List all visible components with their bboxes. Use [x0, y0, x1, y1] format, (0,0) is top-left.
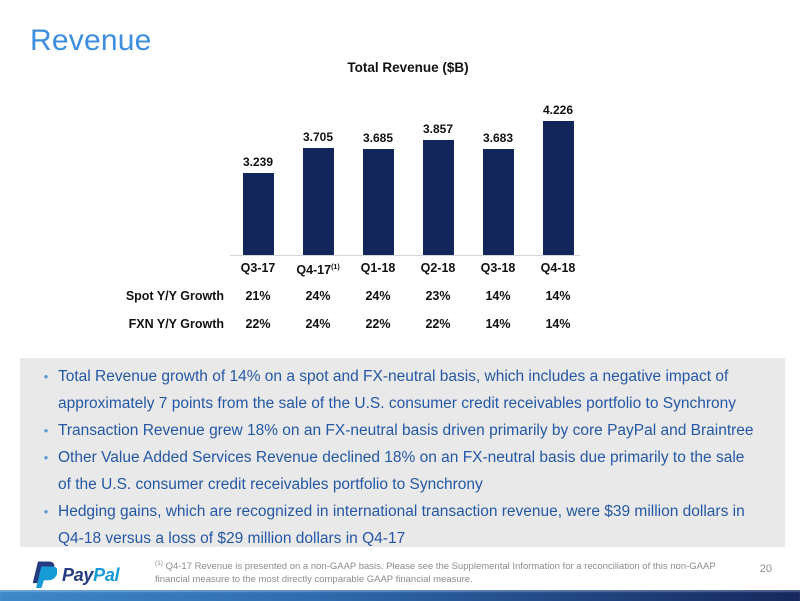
chart-axis-line [230, 255, 580, 256]
bullet-text: Total Revenue growth of 14% on a spot an… [58, 368, 737, 412]
revenue-bar [302, 148, 334, 255]
bullet-text: Transaction Revenue grew 18% on an FX-ne… [58, 422, 754, 439]
footnote-text: Q4-17 Revenue is presented on a non-GAAP… [155, 561, 716, 586]
brand-word-pay: Pay [62, 564, 94, 585]
bar-value-label: 3.685 [362, 131, 394, 145]
bar-value-label: 3.857 [422, 122, 454, 136]
bar-value-label: 4.226 [542, 103, 574, 117]
row-cell: 24% [305, 317, 331, 331]
row-cell: 23% [425, 289, 451, 303]
bar-value-label: 3.705 [302, 130, 334, 144]
revenue-bar [242, 173, 274, 255]
row-cell: 14% [485, 289, 511, 303]
chart-title: Total Revenue ($B) [347, 60, 469, 75]
bullet-dot-icon: • [43, 423, 49, 438]
bar-column: 4.226 [528, 95, 588, 255]
bullet-item: • Total Revenue growth of 14% on a spot a… [34, 363, 757, 417]
row-cell: 24% [365, 289, 391, 303]
revenue-bar [362, 149, 394, 255]
bar-column: 3.683 [468, 95, 528, 255]
fxn-growth-row: FXN Y/Y Growth 22% 24% 22% 22% 14% 14% [15, 315, 588, 333]
highlights-panel: • Total Revenue growth of 14% on a spot a… [20, 358, 785, 547]
bar-column: 3.857 [408, 95, 468, 255]
page-number: 20 [759, 563, 772, 575]
bar-column: 3.685 [348, 95, 408, 255]
bullet-dot-icon: • [43, 450, 49, 465]
bullet-text: Hedging gains, which are recognized in i… [58, 503, 745, 547]
footnote: (1) Q4-17 Revenue is presented on a non-… [155, 557, 745, 586]
bullet-dot-icon: • [43, 504, 49, 519]
row-cell: 14% [545, 289, 571, 303]
brand-word-pal: Pal [93, 564, 120, 585]
footer-accent-bar [0, 590, 800, 601]
bar-chart-columns: 3.239 3.705 3.685 3.857 3.683 4.226 [228, 95, 588, 255]
bullet-text: Other Value Added Services Revenue decli… [58, 449, 745, 493]
paypal-monogram-icon [32, 561, 57, 589]
bar-column: 3.239 [228, 95, 288, 255]
row-cell: Q4-17(1) [296, 263, 340, 278]
row-cell: 22% [245, 317, 271, 331]
footnote-marker: (1) [155, 560, 163, 567]
bullet-item: • Transaction Revenue grew 18% on an FX-n… [34, 417, 757, 444]
revenue-bar [422, 140, 454, 255]
row-cell: Q3-17 [240, 261, 276, 275]
row-label: Spot Y/Y Growth [125, 289, 224, 303]
page-title: Revenue [30, 24, 152, 57]
row-cell: 24% [305, 289, 331, 303]
row-label [15, 259, 228, 279]
row-cell: Q3-18 [480, 261, 516, 275]
bullet-item: • Other Value Added Services Revenue decl… [34, 444, 757, 498]
category-footnote-marker: (1) [331, 264, 340, 271]
row-cell: Q1-18 [360, 261, 396, 275]
row-cell: 22% [425, 317, 451, 331]
bullet-item: • Hedging gains, which are recognized in … [34, 498, 757, 552]
paypal-wordmark: PayPal [62, 564, 120, 586]
bar-value-label: 3.683 [482, 131, 514, 145]
spot-growth-row: Spot Y/Y Growth 21% 24% 24% 23% 14% 14% [15, 287, 588, 305]
revenue-bar [482, 149, 514, 255]
bar-value-label: 3.239 [242, 155, 274, 169]
row-label: FXN Y/Y Growth [128, 317, 224, 331]
row-cell: Q4-18 [540, 261, 576, 275]
row-cell: 21% [245, 289, 271, 303]
row-cell: 14% [485, 317, 511, 331]
row-cell: 22% [365, 317, 391, 331]
paypal-logo: PayPal [30, 560, 120, 590]
row-cell: Q2-18 [420, 261, 456, 275]
row-cell: 14% [545, 317, 571, 331]
bullet-dot-icon: • [43, 369, 49, 384]
revenue-bar [542, 121, 574, 255]
bar-column: 3.705 [288, 95, 348, 255]
category-axis-row: Q3-17 Q4-17(1) Q1-18 Q2-18 Q3-18 Q4-18 [15, 259, 588, 279]
